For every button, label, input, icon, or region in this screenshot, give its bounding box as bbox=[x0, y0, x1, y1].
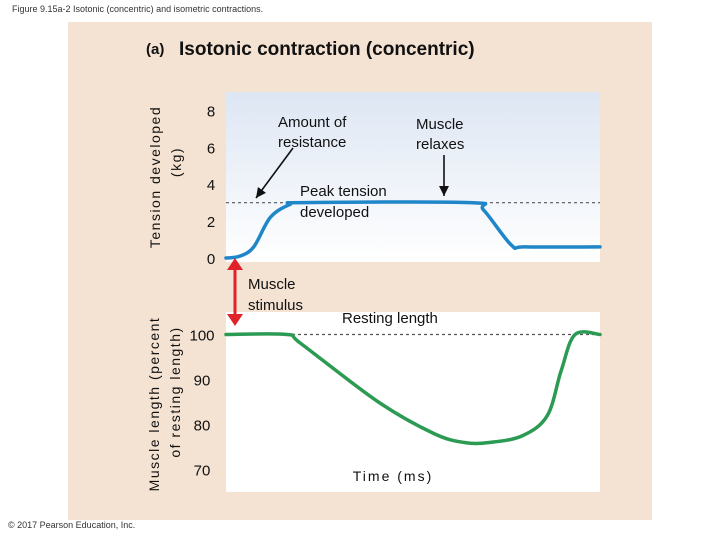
tension-tick-4: 4 bbox=[207, 177, 215, 194]
relaxes-label-line-2: relaxes bbox=[416, 136, 464, 153]
length-axis-label-2: of resting length) bbox=[167, 326, 183, 457]
stimulus-label-line-2: stimulus bbox=[248, 297, 303, 314]
peak-tension-label-line-1: Peak tension bbox=[300, 183, 387, 200]
figure-panel: (a) Isotonic contraction (concentric) 8 6 4 2… bbox=[68, 22, 652, 520]
resistance-label-line-1: Amount of bbox=[278, 114, 347, 131]
length-tick-90: 90 bbox=[194, 373, 211, 390]
resistance-label-line-2: resistance bbox=[278, 134, 346, 151]
resting-length-label: Resting length bbox=[342, 310, 438, 327]
resistance-arrow-head bbox=[256, 186, 266, 198]
top-plot-area bbox=[226, 92, 600, 262]
tension-axis-label: Tension developed bbox=[147, 106, 163, 248]
bottom-plot-area bbox=[226, 312, 600, 492]
stimulus-label-line-1: Muscle bbox=[248, 276, 296, 293]
tension-axis-unit: (kg) bbox=[168, 147, 184, 177]
tension-tick-8: 8 bbox=[207, 103, 215, 120]
copyright-notice: © 2017 Pearson Education, Inc. bbox=[8, 520, 136, 530]
contraction-chart: (a) Isotonic contraction (concentric) 8 6 4 2… bbox=[146, 39, 602, 492]
length-axis-label: Muscle length (percent bbox=[146, 317, 162, 492]
chart-title: Isotonic contraction (concentric) bbox=[179, 39, 475, 60]
peak-tension-label-line-2: developed bbox=[300, 204, 369, 221]
time-axis-label: Time (ms) bbox=[353, 468, 433, 484]
length-tick-80: 80 bbox=[194, 418, 211, 435]
relaxes-arrow-head bbox=[439, 186, 449, 196]
tension-tick-2: 2 bbox=[207, 214, 215, 231]
resistance-arrow-shaft bbox=[255, 147, 294, 199]
length-series-line bbox=[224, 330, 602, 446]
length-tick-100: 100 bbox=[189, 328, 214, 345]
relaxes-label-line-1: Muscle bbox=[416, 116, 464, 133]
tension-tick-6: 6 bbox=[207, 140, 215, 157]
stimulus-arrow-head-down bbox=[227, 314, 243, 326]
length-tick-70: 70 bbox=[194, 463, 211, 480]
stimulus-arrow-head-up bbox=[227, 258, 243, 270]
tension-tick-0: 0 bbox=[207, 251, 215, 268]
figure-caption: Figure 9.15a-2 Isotonic (concentric) and… bbox=[12, 4, 264, 14]
panel-label: (a) bbox=[146, 41, 164, 58]
tension-series-line bbox=[224, 200, 602, 260]
